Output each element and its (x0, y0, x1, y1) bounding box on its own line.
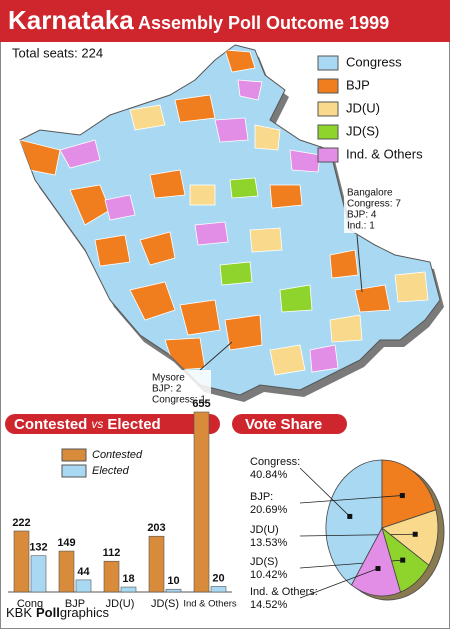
legend-label: Contested (92, 449, 143, 461)
pie-value-label: 13.53% (250, 537, 288, 549)
x-tick-label: JD(U) (106, 598, 135, 610)
leader-line (299, 495, 403, 504)
leader-dot (400, 557, 406, 563)
callout-text: BJP: 4 (347, 210, 377, 221)
bar (148, 535, 165, 593)
subtitle: Assembly Poll Outcome 1999 (138, 13, 389, 33)
value-label: 132 (29, 542, 47, 554)
bar (58, 550, 75, 593)
leader-dot (399, 493, 405, 499)
title: Karnataka (8, 5, 134, 35)
map-districts (20, 49, 429, 376)
pie-slice (381, 459, 437, 529)
legend-label: Congress (346, 54, 402, 69)
legend-label: Elected (92, 465, 130, 477)
legend-swatch (61, 464, 87, 478)
x-tick-label: Cong (17, 598, 43, 610)
legend-swatch (317, 147, 339, 163)
legend-swatch (317, 55, 339, 71)
section-banner (232, 414, 347, 434)
callout-text: Congress: 7 (347, 199, 401, 210)
legend-label: JD(S) (346, 123, 379, 138)
bar (30, 555, 47, 593)
value-label: 203 (147, 522, 165, 534)
pie-value-label: 20.69% (250, 504, 288, 516)
legend-label: Ind. & Others (346, 146, 423, 161)
bar (75, 579, 92, 593)
pie-label: JD(S) (250, 556, 278, 568)
leader-line (299, 568, 379, 599)
legend-swatch (317, 124, 339, 140)
callout-text: BJP: 2 (152, 384, 182, 395)
callout-text: Ind.: 1 (347, 221, 375, 232)
callout-pointer (356, 234, 363, 293)
title-part: Contested (14, 416, 87, 433)
value-label: 10 (167, 575, 179, 587)
title-part: Elected (107, 416, 160, 433)
footer-bold: Poll (36, 605, 60, 620)
pie-value-label: 10.42% (250, 569, 288, 581)
footer-brand: KBK (6, 605, 32, 620)
leader-dot (412, 531, 418, 537)
title-part: vs (91, 417, 103, 431)
pie-label: BJP: (250, 491, 273, 503)
legend-label: JD(U) (346, 100, 380, 115)
bar (120, 586, 137, 593)
bar (193, 411, 210, 593)
bar (103, 560, 120, 593)
value-label: 112 (103, 547, 121, 559)
pie-slice (351, 526, 401, 597)
bar (13, 530, 30, 593)
pie-value-label: 14.52% (250, 599, 288, 611)
value-label: 655 (192, 398, 210, 410)
map (19, 44, 444, 402)
value-label: 222 (12, 517, 30, 529)
leader-line (299, 533, 416, 537)
value-label: 18 (122, 573, 134, 585)
x-tick-label: Ind & Others (183, 599, 237, 610)
legend-swatch (317, 101, 339, 117)
x-tick-label: BJP (65, 598, 85, 610)
total-seats: Total seats: 224 (12, 45, 103, 60)
pie-label: JD(U) (250, 524, 279, 536)
callout-text: Bangalore (347, 188, 393, 199)
pie-slice (381, 509, 439, 566)
callout-text: Mysore (152, 373, 185, 384)
value-label: 44 (77, 566, 90, 578)
leader-dot (375, 566, 381, 572)
header-bar (0, 0, 450, 42)
legend-swatch (61, 448, 87, 462)
bar (165, 588, 182, 593)
pie-chart-title: Vote Share (245, 416, 322, 433)
leader-line (299, 467, 351, 517)
callout-box (344, 185, 406, 233)
callout-pointer (199, 341, 233, 371)
legend-label: BJP (346, 77, 370, 92)
pie-label: Ind. & Others: (250, 586, 318, 598)
callout-text: Congress: 1 (152, 395, 206, 406)
bar (210, 586, 227, 593)
pie-value-label: 40.84% (250, 469, 288, 481)
pie-label: Congress: (250, 456, 300, 468)
footer: KBK Pollgraphics (6, 605, 109, 620)
footer-rest: graphics (60, 605, 110, 620)
x-tick-label: JD(S) (151, 598, 179, 610)
value-label: 20 (212, 572, 224, 584)
section-banner (5, 414, 220, 434)
leader-dot (347, 513, 353, 519)
legend-swatch (317, 78, 339, 94)
bar-chart-title: Contested vs Elected (14, 416, 161, 433)
callout-box (149, 370, 211, 407)
value-label: 149 (57, 537, 75, 549)
